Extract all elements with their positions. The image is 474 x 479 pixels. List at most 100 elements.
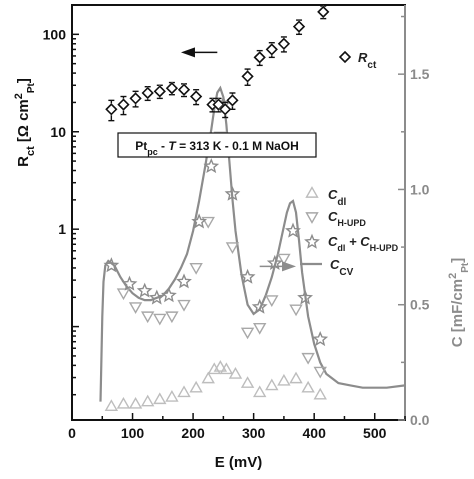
chupd-point (165, 311, 179, 324)
chupd-point (201, 216, 215, 229)
x-tick-label: 400 (303, 425, 327, 441)
right-tick-label: 1.0 (410, 181, 430, 197)
rct-point (189, 90, 203, 103)
chupd-point (265, 295, 279, 308)
cdl-point (265, 378, 279, 391)
cdl-point (201, 371, 215, 384)
cdl-point (240, 376, 255, 388)
legend-ccv-label: CCV (330, 257, 354, 278)
annotation-box (117, 132, 317, 158)
cdl-point (228, 366, 243, 379)
legend-sum-marker (304, 233, 320, 249)
chupd-point (240, 327, 255, 340)
right-axis-title: C [mF/cm2Pt] (447, 258, 471, 347)
rct-point (153, 85, 166, 98)
sum-point (224, 185, 241, 201)
x-tick-label: 300 (242, 425, 266, 441)
rct-point (105, 103, 118, 116)
chupd-point (140, 311, 155, 324)
rct-point (219, 103, 232, 116)
rct-point (241, 70, 254, 83)
rct-point (292, 20, 306, 33)
rct-point-bg (141, 86, 155, 100)
right-tick-label: 0.5 (410, 297, 430, 313)
cdl-point (313, 387, 327, 400)
rct-point (253, 51, 266, 64)
cdl-point (165, 390, 179, 402)
cdl-point (213, 360, 228, 372)
rct-point-bg (316, 5, 330, 19)
legend-cdl-marker (305, 186, 319, 198)
chupd-point (313, 366, 327, 379)
chupd-point (116, 288, 131, 301)
x-tick-label: 500 (363, 425, 387, 441)
rct-point (165, 82, 179, 95)
arrowhead-left (180, 47, 195, 58)
sum-point (136, 282, 153, 298)
rct-point (129, 92, 142, 105)
arrowhead-right (282, 261, 297, 272)
sum-point (121, 275, 138, 291)
rct-point (141, 86, 154, 100)
right-tick-label: 1.5 (410, 66, 430, 82)
legend-cdl-label: Cdl (328, 187, 346, 208)
cdl-point (104, 399, 119, 411)
legend-chupd-marker (305, 212, 319, 224)
cdl-point (277, 373, 291, 386)
cdl-point (289, 371, 303, 384)
cdl-point (116, 396, 131, 409)
left-axis-title: Rct [Ω cm2Pt] (13, 78, 37, 167)
rct-point-bg (129, 92, 142, 105)
x-tick-label: 100 (121, 425, 145, 441)
rct-point-bg (226, 93, 239, 107)
chupd-point (301, 352, 315, 365)
chupd-point (225, 242, 240, 254)
rct-point-bg (277, 37, 291, 51)
ccv-line (99, 85, 406, 402)
left-tick-label: 10 (50, 124, 66, 140)
rct-point (117, 98, 130, 111)
sum-point (203, 158, 220, 174)
rct-point-bg (218, 102, 232, 116)
sum-point (239, 268, 256, 284)
chupd-point (289, 304, 303, 317)
cdl-point (301, 380, 315, 393)
cdl-point (189, 380, 203, 393)
cdl-point (153, 392, 167, 405)
legend-rct-marker (338, 50, 352, 64)
sum-point (176, 273, 192, 289)
cdl-point (219, 362, 234, 375)
rct-point (212, 98, 225, 111)
sum-point (148, 289, 165, 305)
legend-chupd-label: CH-UPD (328, 209, 366, 228)
rct-point-bg (165, 81, 179, 95)
rct-point (177, 83, 191, 96)
chupd-point (153, 313, 167, 326)
legend-sum-label: Cdl + CH-UPD (328, 234, 399, 253)
sum-point (191, 213, 208, 229)
sum-point (297, 289, 314, 305)
cdl-point (177, 385, 191, 398)
rct-point (277, 37, 291, 50)
left-tick-label: 100 (43, 26, 67, 42)
chupd-point (277, 253, 291, 266)
sum-point (285, 222, 301, 238)
rct-point-bg (292, 20, 306, 33)
x-tick-label: 0 (68, 425, 76, 441)
rct-point-bg (241, 70, 254, 83)
cdl-point (252, 385, 267, 398)
left-tick-label: 1 (58, 221, 66, 237)
rct-point-bg (189, 90, 203, 103)
plot-frame (71, 4, 406, 421)
sum-point (312, 331, 329, 347)
rct-point (317, 5, 330, 19)
rct-point-bg (177, 83, 191, 97)
sum-point (103, 257, 120, 273)
rct-point (226, 94, 239, 107)
chupd-point (177, 299, 191, 312)
chupd-point (128, 302, 143, 314)
cdl-point (128, 396, 143, 409)
sum-point (251, 298, 268, 314)
